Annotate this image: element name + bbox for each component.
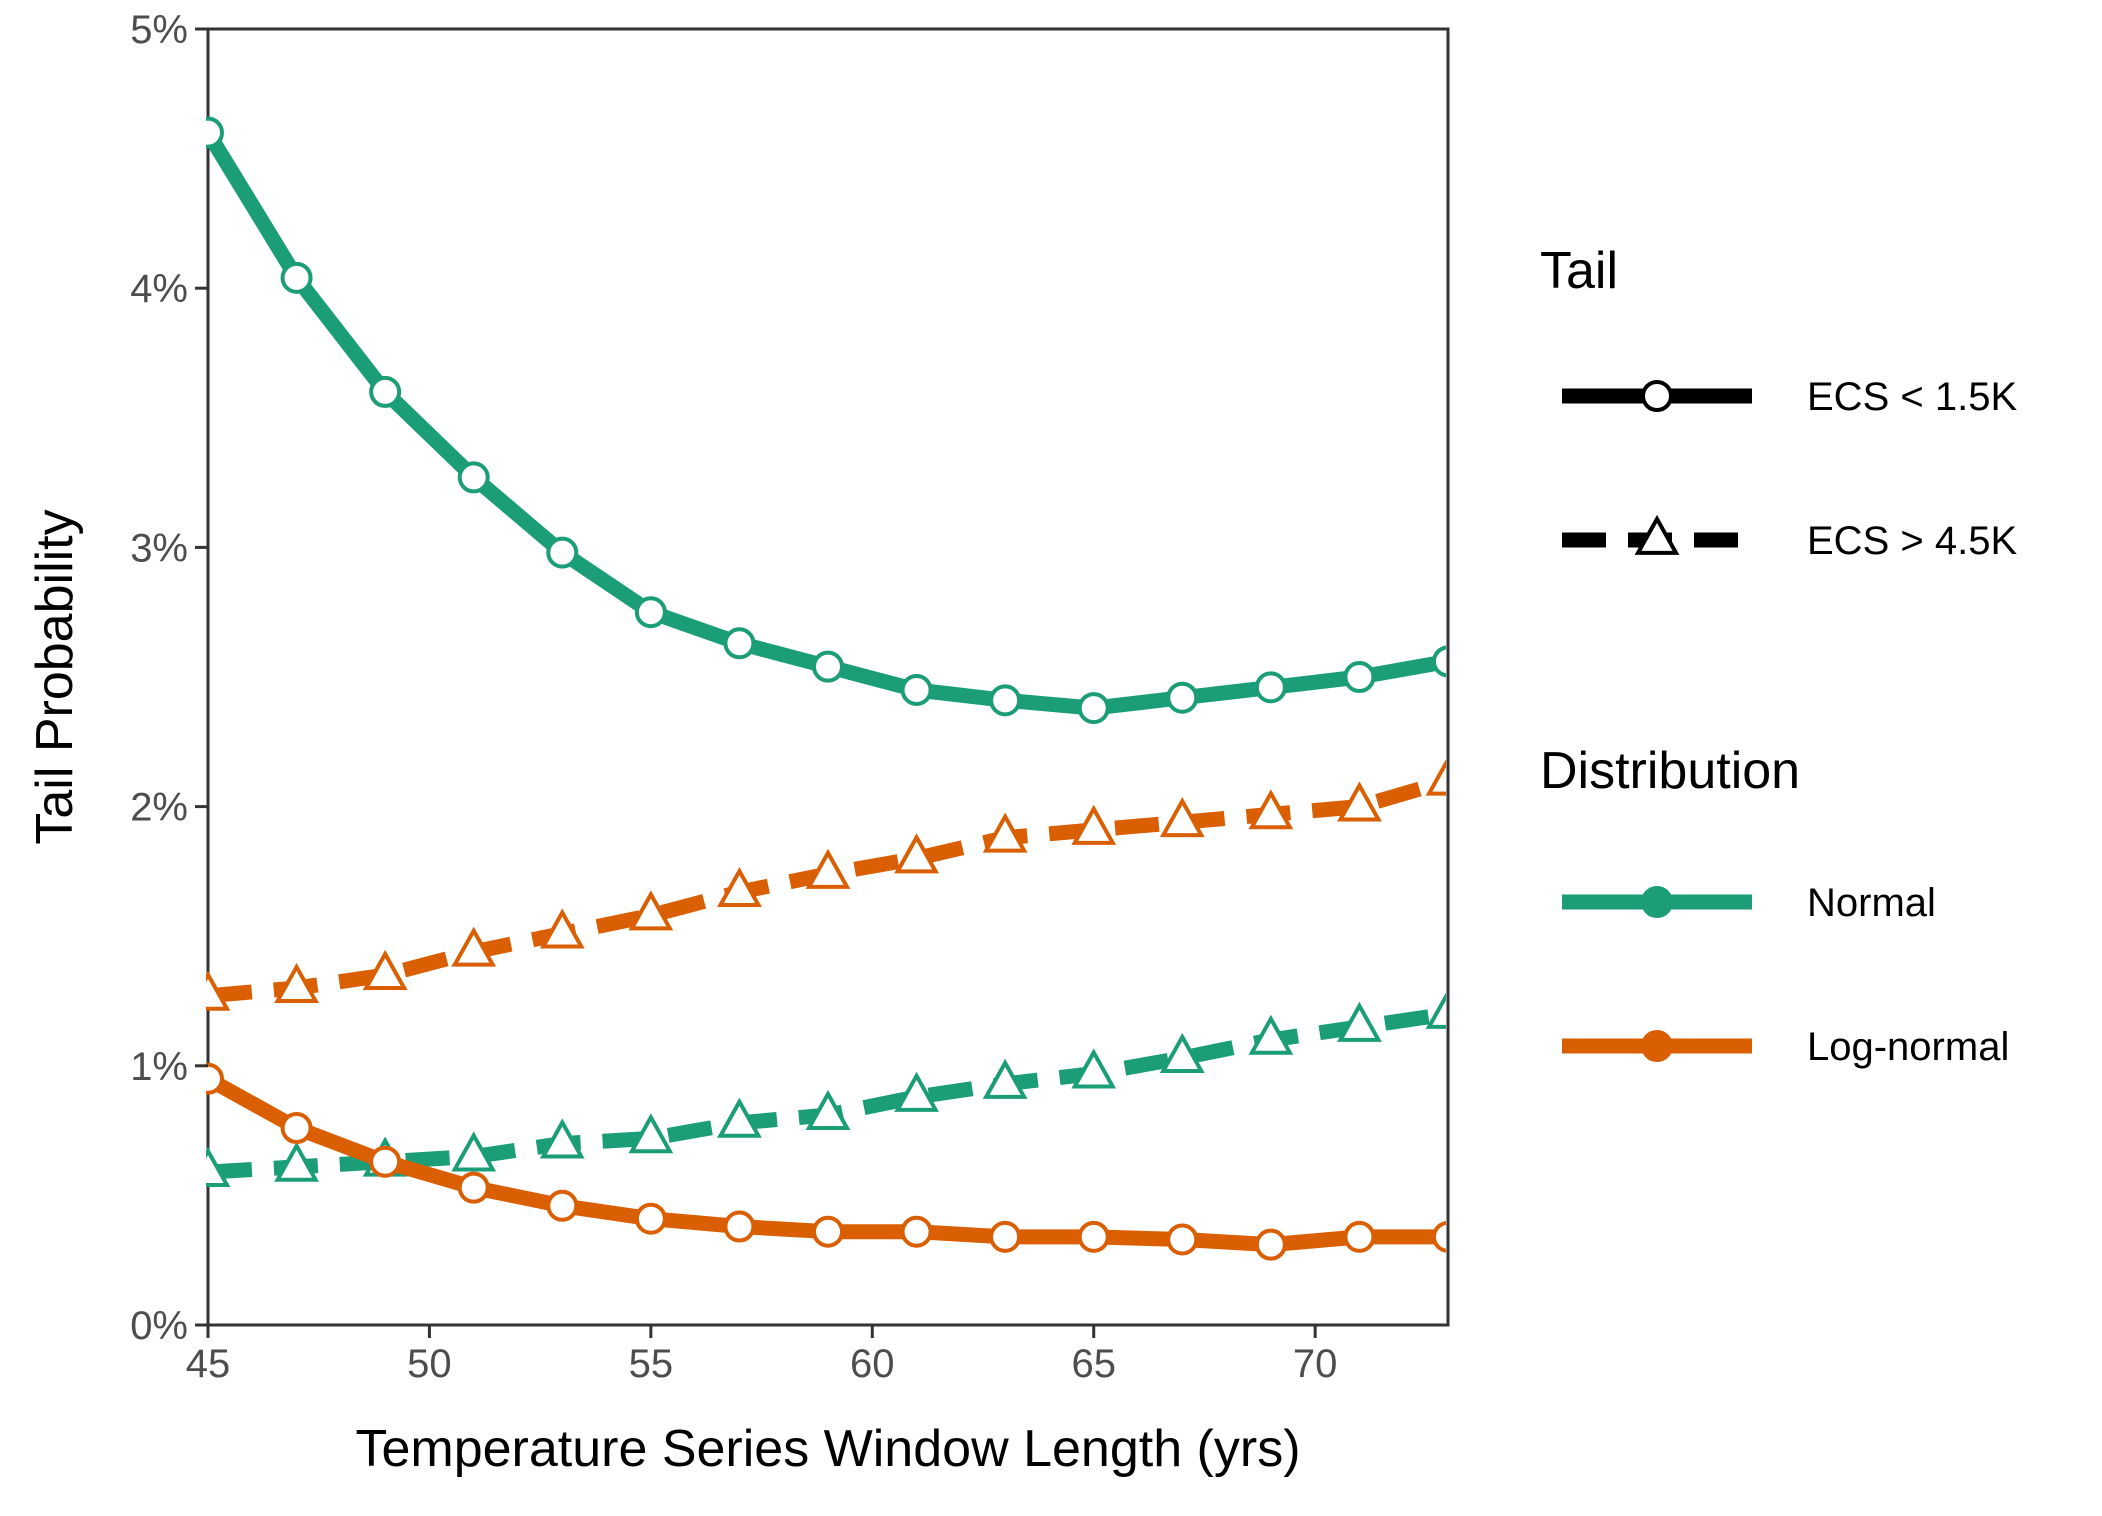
- data-point-log-normal-ecs-1-5k: [1077, 1220, 1110, 1253]
- data-point-log-normal-ecs-4-5k: [274, 962, 319, 1003]
- data-point-log-normal-ecs-4-5k: [805, 848, 851, 889]
- legend-key-circle-icon: [1641, 380, 1673, 412]
- data-point-log-normal-ecs-4-5k: [628, 890, 674, 931]
- data-point-normal-ecs-4-5k: [805, 1089, 851, 1130]
- data-point-log-normal-ecs-4-5k: [894, 833, 939, 874]
- data-point-log-normal-ecs-4-5k: [539, 908, 585, 949]
- data-point-normal-ecs-1-5k: [812, 650, 844, 683]
- legend-key-filled-circle-icon: [1641, 886, 1673, 918]
- series-log-normal-ecs-4-5k: [206, 759, 1446, 1011]
- data-point-log-normal-ecs-1-5k: [280, 1112, 313, 1145]
- data-point-normal-ecs-4-5k: [982, 1058, 1028, 1099]
- data-point-normal-ecs-4-5k: [628, 1113, 674, 1154]
- data-point-normal-ecs-1-5k: [546, 536, 579, 569]
- x-tick-label: 45: [186, 1342, 231, 1386]
- legend-key-ecs-4-5k: [1562, 514, 1752, 555]
- data-point-normal-ecs-1-5k: [1166, 681, 1199, 714]
- data-point-log-normal-ecs-1-5k: [1343, 1220, 1376, 1253]
- x-axis-title: Temperature Series Window Length (yrs): [355, 1420, 1300, 1478]
- legend-distribution-entries: Normal Log-normal: [1562, 881, 2009, 1069]
- data-point-normal-ecs-4-5k: [1071, 1048, 1117, 1089]
- data-point-log-normal-ecs-4-5k: [1071, 804, 1117, 845]
- data-point-normal-ecs-4-5k: [717, 1097, 762, 1138]
- data-point-log-normal-ecs-1-5k: [369, 1145, 402, 1178]
- data-point-normal-ecs-1-5k: [634, 596, 667, 629]
- data-point-normal-ecs-4-5k: [206, 1146, 231, 1187]
- data-point-log-normal-ecs-1-5k: [457, 1171, 490, 1204]
- data-point-log-normal-ecs-4-5k: [206, 970, 231, 1011]
- series-log-normal-ecs-1-5k: [206, 1062, 1446, 1261]
- x-tick-label: 55: [629, 1342, 674, 1386]
- legend-key-log-normal: [1562, 1030, 1752, 1062]
- legend-label-log-normal: Log-normal: [1807, 1025, 2009, 1069]
- data-point-normal-ecs-1-5k: [723, 627, 756, 660]
- data-point-log-normal-ecs-1-5k: [206, 1062, 224, 1095]
- data-point-log-normal-ecs-1-5k: [812, 1215, 844, 1248]
- data-point-normal-ecs-1-5k: [1432, 645, 1446, 678]
- data-point-log-normal-ecs-1-5k: [546, 1189, 579, 1222]
- data-point-log-normal-ecs-4-5k: [1425, 759, 1446, 796]
- data-point-log-normal-ecs-4-5k: [1248, 789, 1294, 830]
- legend-key-normal: [1562, 886, 1752, 918]
- data-point-normal-ecs-1-5k: [280, 261, 313, 294]
- legend-label-ecs-4-5k: ECS > 4.5K: [1807, 519, 2017, 563]
- legend-label-ecs-1-5k: ECS < 1.5K: [1807, 375, 2017, 419]
- legend-tail-title: Tail: [1540, 242, 1618, 300]
- data-point-log-normal-ecs-4-5k: [982, 812, 1028, 853]
- data-point-normal-ecs-4-5k: [451, 1131, 497, 1172]
- data-point-log-normal-ecs-1-5k: [1432, 1220, 1446, 1253]
- y-axis-title: Tail Probability: [26, 509, 84, 844]
- legend-key-filled-circle-icon: [1641, 1030, 1673, 1062]
- data-point-log-normal-ecs-4-5k: [1337, 781, 1382, 822]
- legend-label-normal: Normal: [1807, 881, 1936, 925]
- data-point-log-normal-ecs-1-5k: [989, 1220, 1022, 1253]
- data-point-log-normal-ecs-1-5k: [1166, 1223, 1199, 1256]
- legend-key-triangle-icon: [1634, 514, 1680, 555]
- data-point-normal-ecs-4-5k: [1159, 1032, 1205, 1073]
- legend-key-ecs-1-5k: [1562, 380, 1752, 412]
- data-point-normal-ecs-4-5k: [894, 1071, 939, 1112]
- y-tick-label: 4%: [130, 267, 188, 311]
- data-point-normal-ecs-4-5k: [1425, 992, 1446, 1029]
- data-point-log-normal-ecs-4-5k: [717, 866, 762, 908]
- data-point-normal-ecs-4-5k: [539, 1118, 585, 1159]
- y-tick-label: 3%: [130, 526, 188, 570]
- data-point-normal-ecs-1-5k: [206, 116, 224, 149]
- data-point-normal-ecs-1-5k: [457, 461, 490, 494]
- legend-distribution-title: Distribution: [1540, 742, 1800, 800]
- data-point-log-normal-ecs-4-5k: [362, 949, 408, 990]
- data-point-normal-ecs-1-5k: [1254, 671, 1287, 704]
- data-point-log-normal-ecs-1-5k: [634, 1202, 667, 1235]
- legend-tail: Tail ECS < 1.5K ECS > 4.5K: [1540, 242, 2017, 563]
- legend-distribution: Distribution Normal Log-normal: [1540, 742, 2009, 1069]
- data-point-log-normal-ecs-4-5k: [1159, 796, 1205, 838]
- data-point-normal-ecs-4-5k: [274, 1141, 319, 1182]
- data-point-normal-ecs-1-5k: [989, 684, 1022, 717]
- x-tick-label: 60: [850, 1342, 895, 1386]
- data-point-normal-ecs-1-5k: [1343, 661, 1376, 693]
- x-tick-label: 70: [1293, 1342, 1338, 1386]
- data-point-log-normal-ecs-1-5k: [1254, 1228, 1287, 1261]
- data-point-normal-ecs-1-5k: [369, 375, 402, 408]
- data-point-normal-ecs-1-5k: [900, 673, 933, 706]
- series-layer: [206, 116, 1446, 1261]
- data-point-normal-ecs-4-5k: [1337, 1001, 1382, 1042]
- data-point-normal-ecs-4-5k: [1248, 1014, 1294, 1055]
- data-point-log-normal-ecs-4-5k: [451, 926, 497, 967]
- y-tick-label: 5%: [130, 8, 188, 52]
- series-normal-ecs-1-5k: [206, 116, 1446, 725]
- legend-tail-entries: ECS < 1.5K ECS > 4.5K: [1562, 375, 2017, 563]
- y-tick-label: 2%: [130, 786, 188, 830]
- y-tick-label: 0%: [130, 1304, 188, 1348]
- data-point-log-normal-ecs-1-5k: [900, 1215, 933, 1248]
- data-point-normal-ecs-1-5k: [1077, 692, 1110, 725]
- x-tick-label: 50: [407, 1342, 452, 1386]
- data-point-log-normal-ecs-1-5k: [723, 1210, 756, 1243]
- y-tick-label: 1%: [130, 1045, 188, 1089]
- x-tick-label: 65: [1071, 1342, 1116, 1386]
- axis-layer: 45 50 55 60 65 70 0% 1% 2% 3% 4% 5%: [130, 8, 1337, 1386]
